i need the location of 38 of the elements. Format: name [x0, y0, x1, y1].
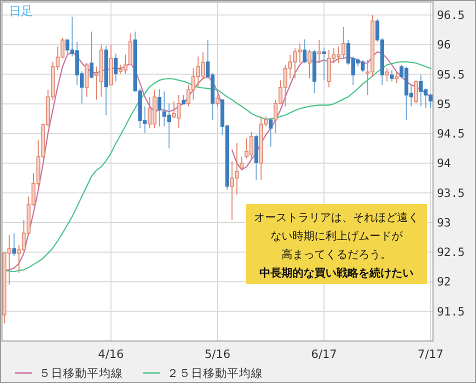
- candlestick: [322, 48, 326, 81]
- legend-label: ５日移動平均線: [39, 366, 123, 380]
- candlestick: [268, 118, 273, 148]
- candlestick: [90, 31, 94, 79]
- y-tick-label: 94.5: [437, 126, 465, 141]
- y-tick-label: 93: [437, 215, 451, 230]
- x-tick-label: 7/17: [418, 347, 444, 361]
- annotation: ない時期に利上げムードが: [270, 230, 404, 242]
- candlestick: [12, 232, 16, 257]
- chart-title: 日足: [9, 4, 33, 18]
- candlestick: [414, 80, 418, 104]
- candlestick: [302, 38, 307, 64]
- candlestick: [240, 156, 244, 170]
- annotation: 中長期的な買い戦略を続けたい: [260, 266, 414, 280]
- annotation: 高まってくるだろう。: [282, 248, 392, 261]
- y-tick-label: 91.5: [437, 304, 465, 318]
- y-tick-label: 96: [437, 38, 451, 52]
- annotation: オーストラリアは、それほど遠く: [254, 211, 419, 224]
- y-tick-label: 95.5: [437, 67, 465, 82]
- legend-label: ２５日移動平均線: [167, 366, 263, 380]
- y-tick-label: 92.5: [437, 245, 465, 260]
- candlestick: [216, 94, 220, 107]
- y-tick-label: 92: [437, 274, 451, 289]
- candlestick: [385, 68, 389, 82]
- x-tick-label: 4/16: [98, 347, 124, 361]
- x-tick-label: 6/17: [311, 347, 337, 361]
- candlestick: [308, 50, 312, 79]
- y-tick-label: 96.5: [437, 8, 465, 22]
- y-tick-label: 95: [437, 96, 451, 111]
- y-tick-label: 94: [437, 156, 451, 170]
- candlestick: [394, 71, 399, 84]
- candlestick: [157, 88, 162, 127]
- y-tick-label: 93.5: [437, 186, 465, 200]
- candlestick: [390, 70, 394, 82]
- candlestick: [114, 53, 118, 82]
- candlestick: [317, 39, 322, 64]
- candlestick: [84, 62, 89, 98]
- x-tick-label: 5/16: [204, 347, 230, 361]
